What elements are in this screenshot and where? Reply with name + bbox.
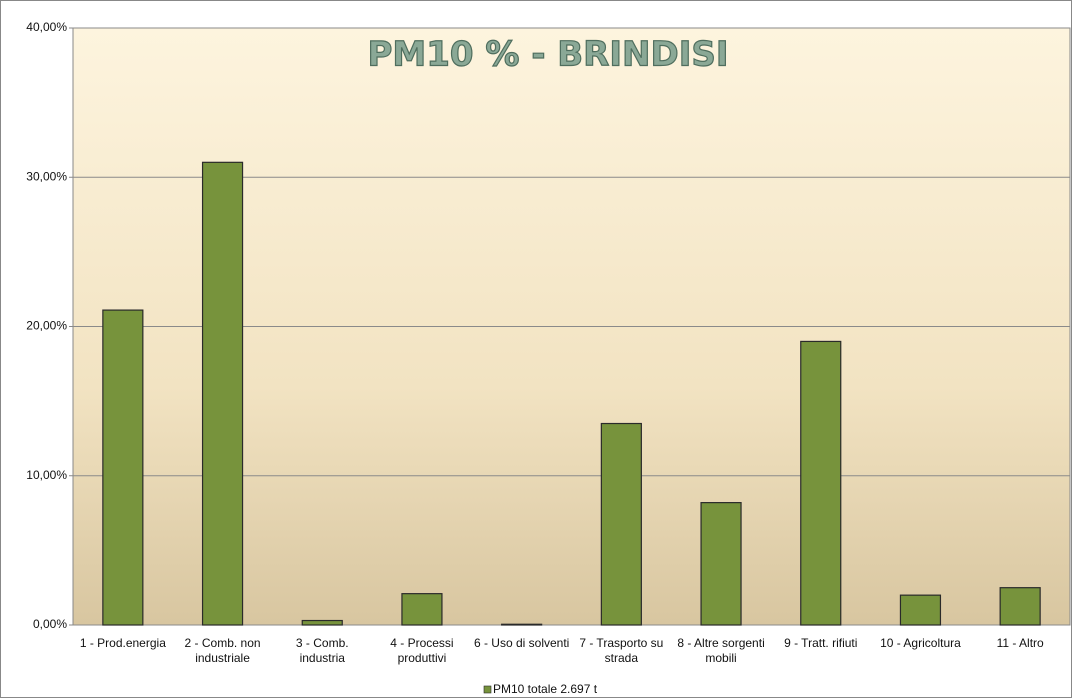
x-tick-label: 10 - Agricoltura	[880, 636, 961, 650]
bar	[800, 340, 842, 626]
bar	[501, 623, 543, 626]
y-tick-label: 20,00%	[26, 319, 67, 333]
x-tick-label: 3 - Comb. industria	[295, 636, 349, 665]
x-tick-label: 2 - Comb. non industriale	[184, 636, 261, 665]
x-tick-label: 6 - Uso di solventi	[473, 636, 570, 650]
bar	[201, 161, 244, 626]
x-tick-label: 8 - Altre sorgenti mobili	[677, 636, 765, 665]
bar	[600, 422, 642, 626]
bar	[102, 309, 144, 626]
legend-label: PM10 totale 2.697 t	[493, 682, 598, 696]
y-tick-label: 40,00%	[26, 20, 67, 34]
chart-title: PM10 % - BRINDISI	[368, 35, 729, 75]
y-tick-label: 0,00%	[33, 617, 67, 631]
x-tick-label: 4 - Processi produttivi	[390, 636, 454, 665]
x-tick-label: 11 - Altro	[996, 636, 1044, 650]
x-tick-label: 1 - Prod.energia	[79, 636, 166, 650]
bar	[700, 502, 742, 626]
bar	[401, 593, 443, 626]
y-tick-label: 10,00%	[26, 468, 67, 482]
legend-swatch	[483, 685, 492, 694]
x-tick-label: 9 - Tratt. rifiuti	[784, 636, 858, 650]
y-tick-label: 30,00%	[26, 169, 67, 183]
bar	[301, 619, 343, 626]
bar	[899, 594, 942, 626]
x-tick-label: 7 - Trasporto su strada	[579, 636, 664, 665]
bar	[999, 587, 1041, 626]
